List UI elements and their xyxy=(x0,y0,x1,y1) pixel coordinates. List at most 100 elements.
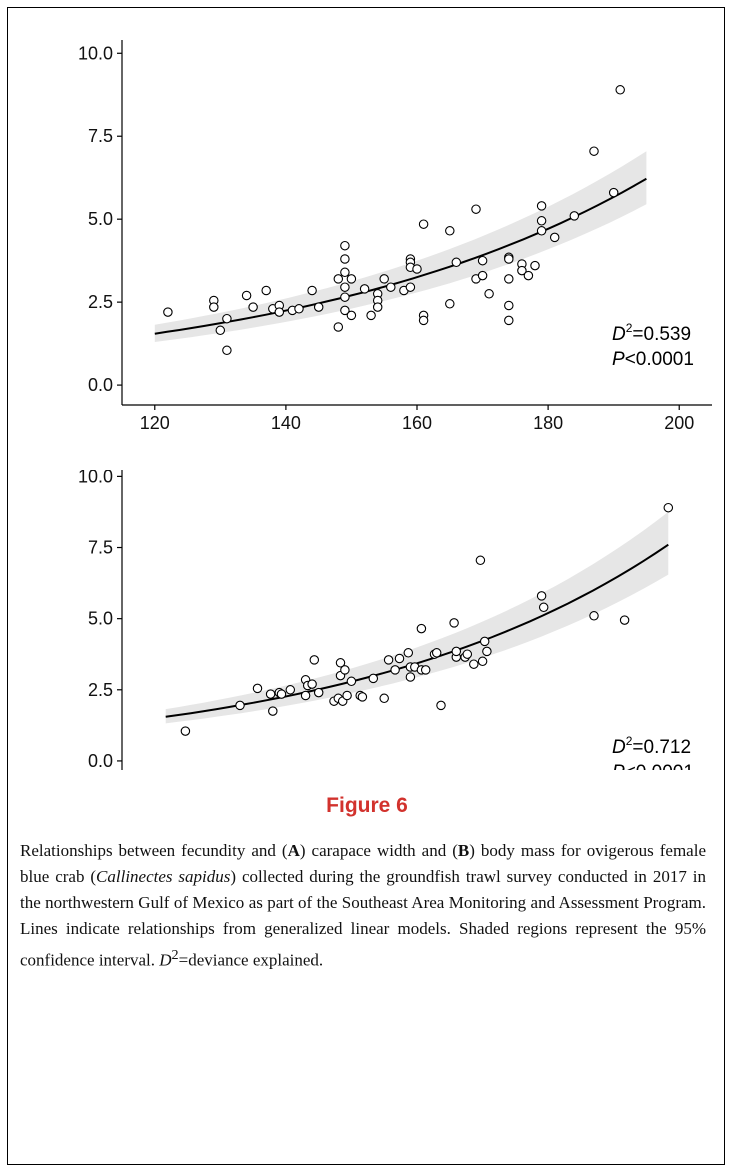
data-point xyxy=(180,726,191,736)
data-point xyxy=(589,146,599,156)
caption-segment: ) body mass for ovigerous female blue cr… xyxy=(20,841,706,886)
data-point xyxy=(445,299,455,309)
data-point xyxy=(445,226,455,236)
caption-segment: ) carapace width and ( xyxy=(299,841,458,860)
data-point xyxy=(285,685,296,695)
data-point xyxy=(484,289,494,299)
data-point xyxy=(412,264,422,274)
caption-segment: ) collected during the groundfish trawl … xyxy=(20,867,706,970)
data-point xyxy=(386,282,396,292)
data-point xyxy=(431,648,442,658)
data-point xyxy=(333,274,344,284)
data-point xyxy=(307,285,317,296)
data-point xyxy=(268,706,278,716)
confidence-band xyxy=(154,151,647,342)
data-point xyxy=(538,602,549,613)
chart-panel-a: 0.0 2.5 5.0 7.5 10.0 120 140 160 180 200 D2=0.539 P… xyxy=(78,40,712,433)
data-point xyxy=(589,611,599,621)
confidence-band xyxy=(165,511,669,724)
data-point xyxy=(307,679,317,689)
data-point xyxy=(335,658,346,668)
data-point xyxy=(469,659,479,669)
data-point xyxy=(357,692,368,702)
y-tick-label: 7.5 xyxy=(88,538,113,558)
data-point xyxy=(504,254,514,264)
data-point xyxy=(209,302,219,312)
data-point xyxy=(479,636,490,647)
data-point xyxy=(619,615,630,625)
data-point xyxy=(471,204,481,214)
data-point xyxy=(300,690,311,701)
data-point xyxy=(536,201,547,211)
data-point xyxy=(536,591,547,601)
stat-d2: D2=0.712 xyxy=(612,734,691,758)
data-point xyxy=(235,700,245,711)
data-point xyxy=(536,216,547,226)
caption-segment: B xyxy=(457,841,470,860)
data-point xyxy=(333,322,344,332)
data-point xyxy=(313,302,324,312)
chart-panel-b: 0.02.55.07.510.050100150200250300D2=0.71… xyxy=(78,470,694,770)
data-point xyxy=(436,700,446,711)
data-point xyxy=(569,211,580,221)
data-point xyxy=(340,240,350,251)
data-point xyxy=(608,187,619,198)
data-point xyxy=(276,689,287,699)
y-tick-label: 0.0 xyxy=(88,375,113,395)
data-point xyxy=(477,656,488,667)
stat-p: P<0.0001 xyxy=(612,349,694,370)
data-point xyxy=(475,555,486,566)
data-point xyxy=(222,313,232,324)
caption-segment: =deviance explained. xyxy=(178,950,324,970)
x-tick-label: 120 xyxy=(140,413,170,433)
data-point xyxy=(340,292,350,302)
data-point xyxy=(222,345,232,356)
data-point xyxy=(403,648,414,658)
data-point xyxy=(215,325,226,336)
data-point xyxy=(342,690,352,701)
fit-line xyxy=(154,177,647,335)
data-point xyxy=(274,307,285,317)
y-tick-label: 10.0 xyxy=(78,43,113,63)
data-point xyxy=(451,257,462,268)
y-tick-label: 0.0 xyxy=(88,751,113,770)
data-point xyxy=(451,646,462,657)
data-point xyxy=(346,676,357,687)
y-tick-label: 10.0 xyxy=(78,470,113,486)
data-point xyxy=(346,274,357,284)
data-point xyxy=(390,665,400,675)
data-point xyxy=(359,284,370,294)
data-point xyxy=(248,302,258,312)
data-point xyxy=(252,683,263,694)
caption-segment: A xyxy=(287,841,300,860)
data-point xyxy=(536,226,547,236)
y-tick-label: 7.5 xyxy=(88,126,113,146)
data-point xyxy=(477,255,488,266)
stat-d2: D2=0.539 xyxy=(612,321,691,345)
data-point xyxy=(241,290,252,301)
y-tick-label: 5.0 xyxy=(88,209,113,229)
y-tick-label: 5.0 xyxy=(88,609,113,629)
data-point xyxy=(265,689,276,699)
data-point xyxy=(482,646,492,657)
data-point xyxy=(340,254,350,264)
data-point xyxy=(517,265,527,276)
data-point xyxy=(504,274,514,284)
data-point xyxy=(504,315,514,326)
x-tick-label: 200 xyxy=(664,413,694,433)
data-point xyxy=(418,219,429,229)
caption-segment: Relationships between fecundity and ( xyxy=(20,841,288,860)
data-point xyxy=(462,649,473,659)
figure-caption: Relationships between fecundity and (A) … xyxy=(20,838,706,974)
data-point xyxy=(504,300,514,311)
y-tick-label: 2.5 xyxy=(88,680,113,700)
data-point xyxy=(346,310,357,321)
data-point xyxy=(368,673,379,684)
data-point xyxy=(340,305,350,316)
data-point xyxy=(530,260,540,271)
data-point xyxy=(394,653,405,664)
data-point xyxy=(405,672,416,682)
data-point xyxy=(383,655,394,665)
data-point xyxy=(477,270,488,281)
stat-p: P<0.0001 xyxy=(612,762,694,770)
